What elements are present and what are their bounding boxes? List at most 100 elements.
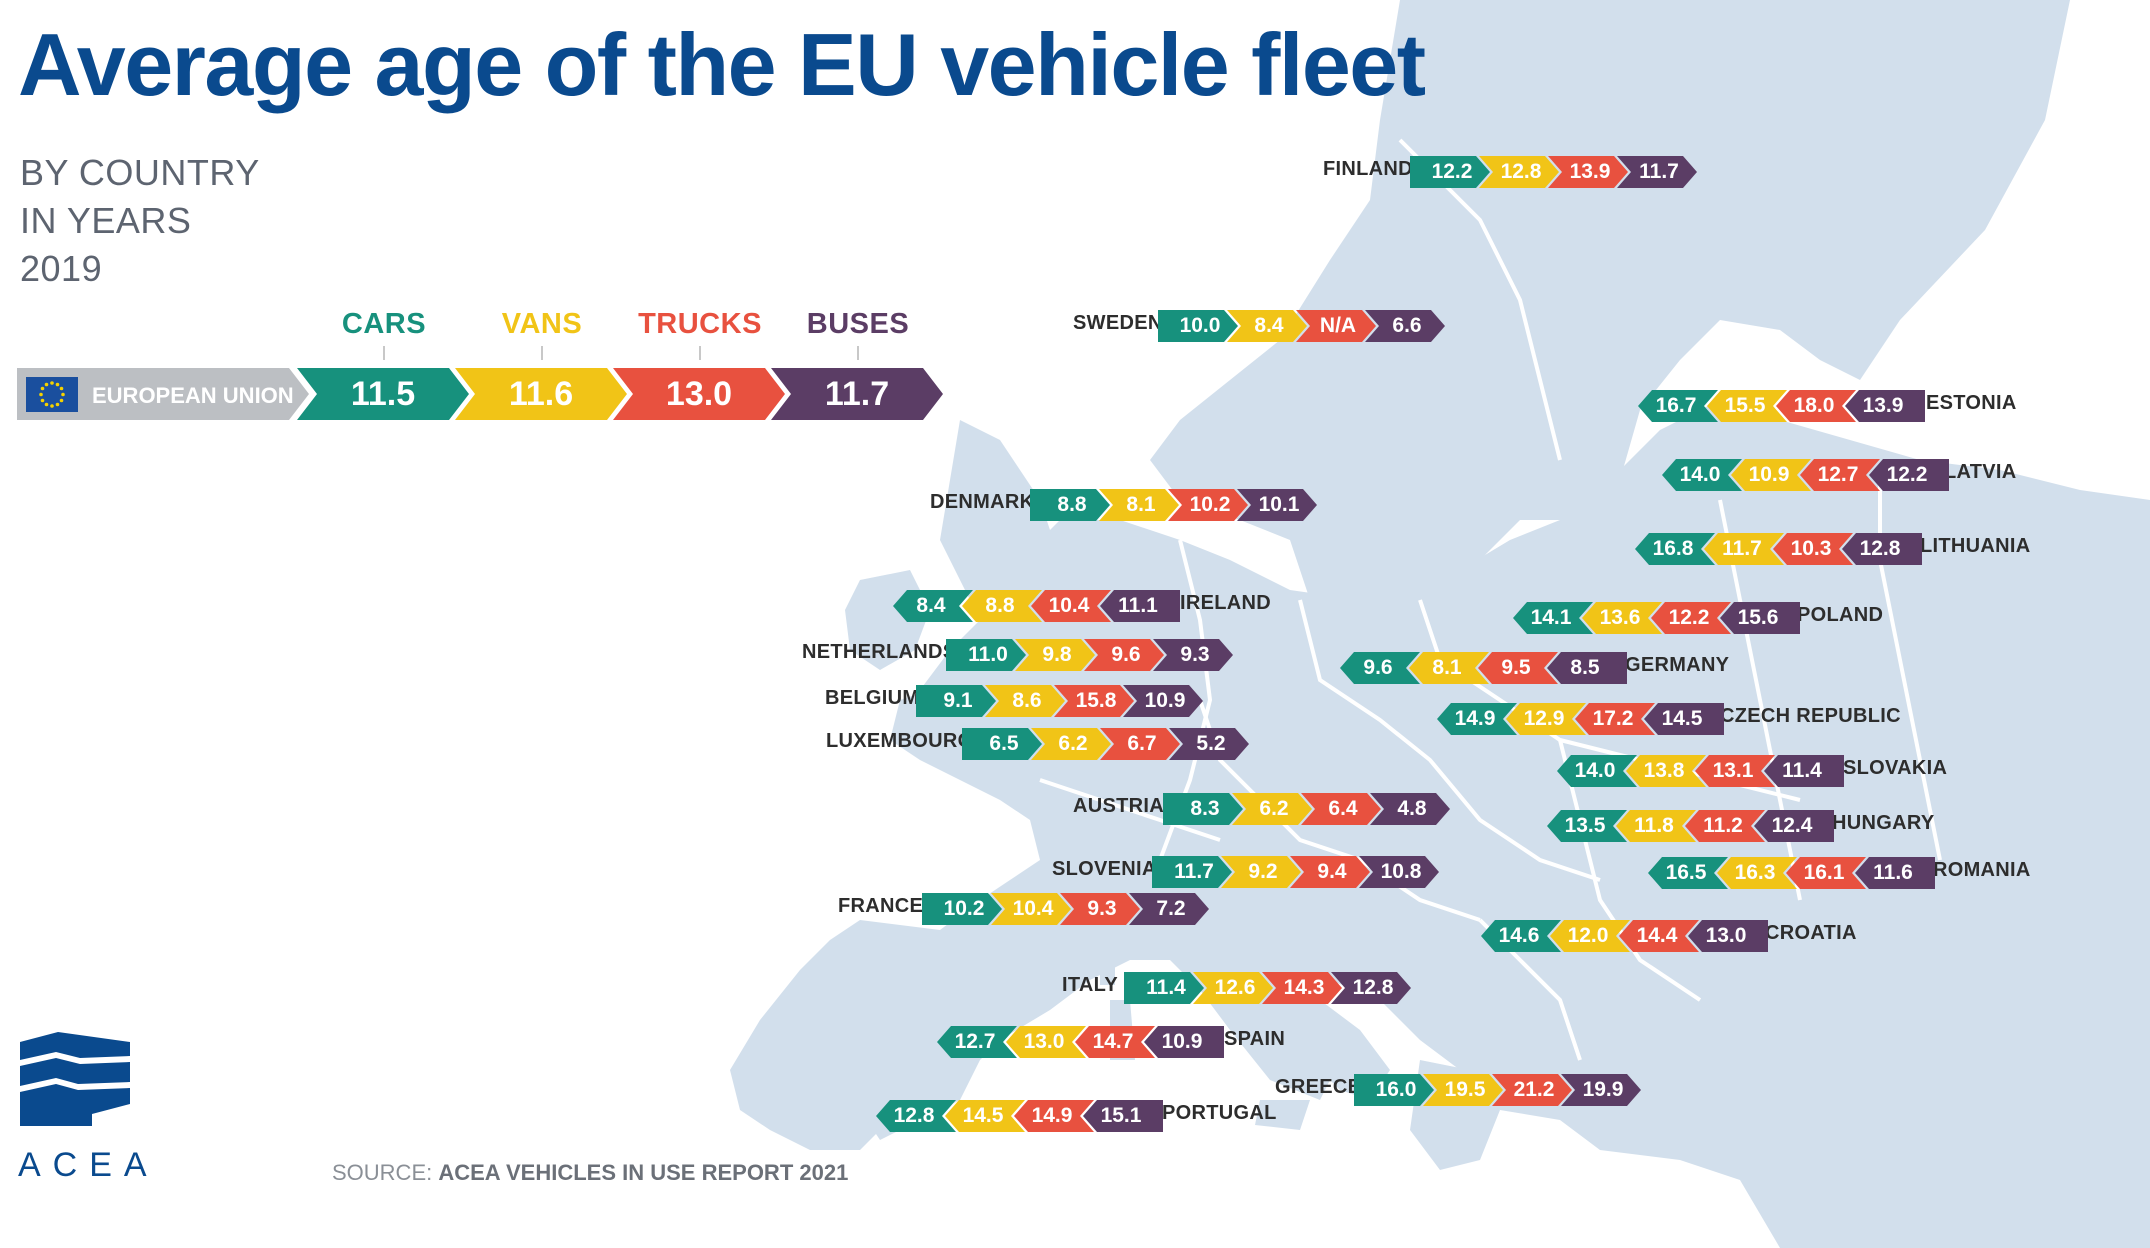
ireland-buses-value: 11.1 [1100,590,1180,622]
spain-cars-value: 12.7 [937,1026,1017,1058]
country-label-italy: ITALY [1062,974,1118,996]
country-bar-romania: 16.5 16.3 16.1 11.6 [1648,857,1935,889]
sweden-trucks-value: N/A [1296,310,1376,342]
france-trucks-value: 9.3 [1060,893,1140,925]
latvia-buses-value: 12.2 [1869,459,1949,491]
latvia-vans-value: 10.9 [1731,459,1811,491]
belgium-cars-value: 9.1 [916,685,996,717]
italy-trucks-value: 14.3 [1262,972,1342,1004]
country-label-finland: FINLAND [1323,158,1413,180]
slovakia-cars-value: 14.0 [1557,755,1637,787]
latvia-trucks-value: 12.7 [1800,459,1880,491]
country-bar-italy: 11.4 12.6 14.3 12.8 [1124,972,1411,1004]
italy-cars-value: 11.4 [1124,972,1204,1004]
spain-trucks-value: 14.7 [1075,1026,1155,1058]
ireland-cars-value: 8.4 [893,590,973,622]
country-bar-portugal: 12.8 14.5 14.9 15.1 [876,1100,1163,1132]
netherlands-vans-value: 9.8 [1015,639,1095,671]
slovenia-buses-value: 10.8 [1359,856,1439,888]
legend-trucks: TRUCKS [638,308,762,340]
denmark-buses-value: 10.1 [1237,489,1317,521]
country-label-slovenia: SLOVENIA [1052,858,1157,880]
hungary-trucks-value: 11.2 [1685,810,1765,842]
belgium-buses-value: 10.9 [1123,685,1203,717]
legend-tick [541,346,543,360]
page-title: Average age of the EU vehicle fleet [18,15,1426,114]
belgium-vans-value: 8.6 [985,685,1065,717]
netherlands-trucks-value: 9.6 [1084,639,1164,671]
slovenia-cars-value: 11.7 [1152,856,1232,888]
subtitle-line-2: IN YEARS [20,200,192,241]
legend-tick [857,346,859,360]
romania-cars-value: 16.5 [1648,857,1728,889]
finland-vans-value: 12.8 [1479,156,1559,188]
eu-value-cars: 11.5 [297,368,469,420]
estonia-vans-value: 15.5 [1707,390,1787,422]
subtitle-line-3: 2019 [20,248,103,289]
country-label-denmark: DENMARK [930,491,1035,513]
sweden-buses-value: 6.6 [1365,310,1445,342]
austria-cars-value: 8.3 [1163,793,1243,825]
france-buses-value: 7.2 [1129,893,1209,925]
hungary-vans-value: 11.8 [1616,810,1696,842]
legend-tick [699,346,701,360]
croatia-trucks-value: 14.4 [1619,920,1699,952]
poland-vans-value: 13.6 [1582,602,1662,634]
portugal-cars-value: 12.8 [876,1100,956,1132]
slovenia-trucks-value: 9.4 [1290,856,1370,888]
germany-cars-value: 9.6 [1340,652,1420,684]
map-iberia [730,920,980,1150]
country-label-slovakia: SLOVAKIA [1843,757,1948,779]
legend-buses: BUSES [806,308,910,340]
denmark-vans-value: 8.1 [1099,489,1179,521]
finland-trucks-value: 13.9 [1548,156,1628,188]
poland-buses-value: 15.6 [1720,602,1800,634]
country-bar-finland: 12.2 12.8 13.9 11.7 [1410,156,1697,188]
country-bar-denmark: 8.8 8.1 10.2 10.1 [1030,489,1317,521]
country-bar-sweden: 10.0 8.4 N/A 6.6 [1158,310,1445,342]
luxembourg-cars-value: 6.5 [962,728,1042,760]
country-bar-spain: 12.7 13.0 14.7 10.9 [937,1026,1224,1058]
romania-buses-value: 11.6 [1855,857,1935,889]
hungary-cars-value: 13.5 [1547,810,1627,842]
spain-buses-value: 10.9 [1144,1026,1224,1058]
country-bar-ireland: 8.4 8.8 10.4 11.1 [893,590,1180,622]
finland-cars-value: 12.2 [1410,156,1490,188]
denmark-cars-value: 8.8 [1030,489,1110,521]
greece-trucks-value: 21.2 [1492,1074,1572,1106]
country-label-ireland: IRELAND [1180,592,1271,614]
country-label-croatia: CROATIA [1765,922,1857,944]
eu-flag-icon [26,377,78,412]
portugal-buses-value: 15.1 [1083,1100,1163,1132]
luxembourg-buses-value: 5.2 [1169,728,1249,760]
eu-value-vans: 11.6 [455,368,627,420]
country-label-spain: SPAIN [1224,1028,1286,1050]
country-bar-austria: 8.3 6.2 6.4 4.8 [1163,793,1450,825]
eu-name: EUROPEAN UNION [92,383,294,408]
legend-cars: CARS [341,308,427,340]
country-bar-hungary: 13.5 11.8 11.2 12.4 [1547,810,1834,842]
ireland-vans-value: 8.8 [962,590,1042,622]
estonia-buses-value: 13.9 [1845,390,1925,422]
poland-trucks-value: 12.2 [1651,602,1731,634]
poland-cars-value: 14.1 [1513,602,1593,634]
source-note: SOURCE: ACEA VEHICLES IN USE REPORT 2021 [332,1160,848,1186]
croatia-vans-value: 12.0 [1550,920,1630,952]
slovakia-trucks-value: 13.1 [1695,755,1775,787]
estonia-cars-value: 16.7 [1638,390,1718,422]
country-bar-croatia: 14.6 12.0 14.4 13.0 [1481,920,1768,952]
country-label-estonia: ESTONIA [1926,392,2017,414]
czech-republic-trucks-value: 17.2 [1575,703,1655,735]
germany-trucks-value: 9.5 [1478,652,1558,684]
country-bar-netherlands: 11.0 9.8 9.6 9.3 [946,639,1233,671]
country-bar-greece: 16.0 19.5 21.2 19.9 [1354,1074,1641,1106]
latvia-cars-value: 14.0 [1662,459,1742,491]
country-bar-poland: 14.1 13.6 12.2 15.6 [1513,602,1800,634]
italy-vans-value: 12.6 [1193,972,1273,1004]
france-cars-value: 10.2 [922,893,1002,925]
belgium-trucks-value: 15.8 [1054,685,1134,717]
country-bar-estonia: 16.7 15.5 18.0 13.9 [1638,390,1925,422]
source-prefix: SOURCE: [332,1160,439,1185]
legend-tick [383,346,385,360]
map-sicily [1255,1100,1310,1130]
